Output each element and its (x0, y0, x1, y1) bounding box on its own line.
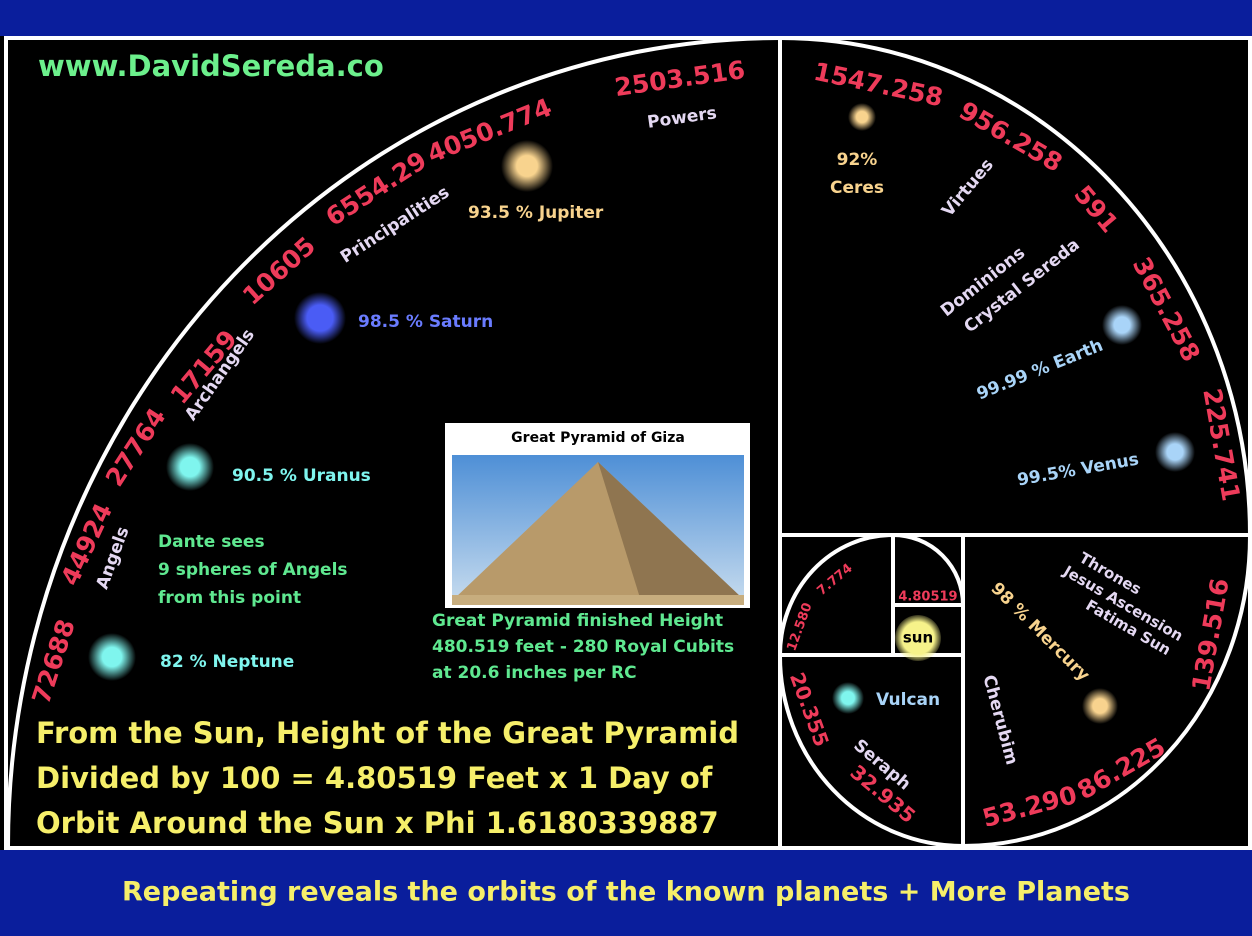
planet-label: 92% (837, 150, 878, 170)
planet-label: 90.5 % Uranus (232, 466, 371, 486)
dante-text: from this point (158, 588, 301, 608)
jupiter (501, 140, 553, 192)
top-bar (0, 0, 1252, 36)
sphere-label: Virtues (938, 155, 998, 221)
orbit-number: 7.774 (814, 561, 855, 599)
main-text: From the Sun, Height of the Great Pyrami… (36, 716, 739, 750)
orbit-number: 956.258 (954, 96, 1067, 178)
dante-text: Dante sees (158, 532, 265, 552)
planet-label: 82 % Neptune (160, 652, 294, 672)
orbit-number: 4.80519 (898, 590, 957, 605)
planet-label: Ceres (830, 178, 884, 198)
mercury (1082, 688, 1118, 724)
planet-label: 93.5 % Jupiter (468, 203, 604, 223)
uranus (166, 443, 214, 491)
main-text: Divided by 100 = 4.80519 Feet x 1 Day of (36, 761, 713, 795)
pyramid-caption: Great Pyramid finished Height (432, 611, 723, 631)
planet-label: Vulcan (876, 690, 940, 710)
dante-text: 9 spheres of Angels (158, 560, 348, 580)
ceres (848, 103, 876, 131)
orbit-number: 20.355 (785, 669, 834, 750)
website: www.DavidSereda.co (38, 49, 384, 83)
orbit-number: 225.741 (1197, 386, 1245, 503)
planet-label: 99.5% Venus (1016, 449, 1141, 490)
saturn (294, 292, 346, 344)
neptune (88, 633, 136, 681)
earth (1102, 305, 1142, 345)
footer-text: Repeating reveals the orbits of the know… (122, 877, 1130, 908)
pyramid-caption: at 20.6 inches per RC (432, 663, 637, 683)
planet-label: 98 % Mercury (987, 579, 1094, 686)
pyramid-caption: 480.519 feet - 280 Royal Cubits (432, 637, 734, 657)
orbit-number: 139.516 (1186, 576, 1234, 693)
sphere-label: Powers (646, 103, 718, 133)
sun-label: sun (903, 629, 933, 647)
orbit-number: 2503.516 (613, 55, 747, 102)
orbit-number: 1547.258 (811, 57, 945, 113)
vulcan (832, 682, 864, 714)
venus (1155, 432, 1195, 472)
planet-label: 99.99 % Earth (974, 336, 1106, 405)
main-text: Orbit Around the Sun x Phi 1.6180339887 (36, 806, 719, 840)
slide: www.DavidSereda.co 72688 44924 27764 171… (0, 0, 1252, 936)
orbit-number: 365.258 (1127, 252, 1206, 366)
planet-label: 98.5 % Saturn (358, 312, 493, 332)
pyramid-figure: Great Pyramid of Giza (445, 423, 750, 608)
sphere-label: Cherubim (978, 673, 1021, 767)
pyramid-title: Great Pyramid of Giza (511, 430, 685, 446)
